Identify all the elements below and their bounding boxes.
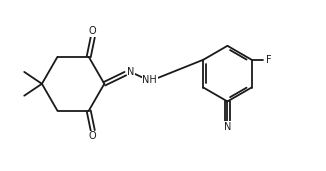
Text: O: O (89, 131, 96, 141)
Text: F: F (266, 55, 271, 65)
Text: NH: NH (142, 75, 157, 85)
Text: N: N (127, 67, 134, 77)
Text: O: O (89, 26, 96, 36)
Text: N: N (224, 122, 231, 132)
